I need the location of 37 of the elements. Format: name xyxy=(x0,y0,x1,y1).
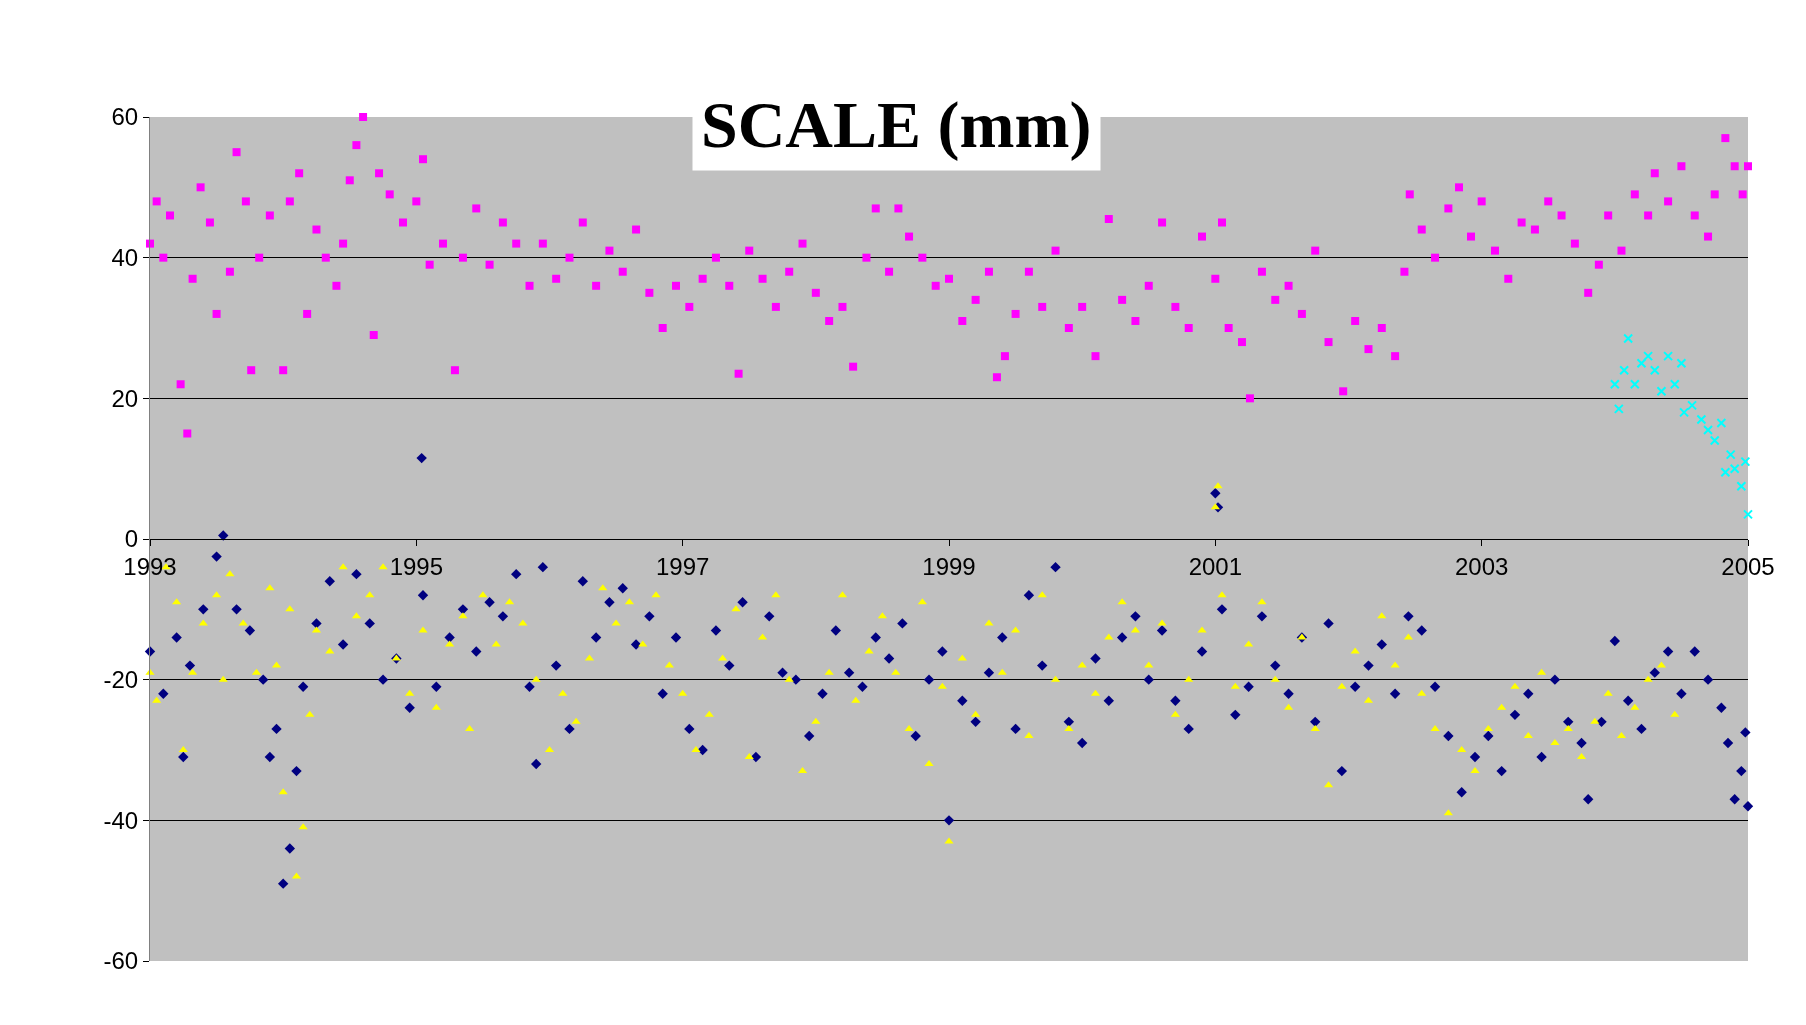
point xyxy=(1687,400,1698,411)
point xyxy=(1725,449,1736,460)
y-tick-label: -60 xyxy=(103,947,139,975)
point xyxy=(1716,417,1727,428)
x-tick-label: 1995 xyxy=(389,552,444,580)
point xyxy=(1703,424,1714,435)
point xyxy=(1643,351,1654,362)
y-tick-label: -40 xyxy=(103,806,139,834)
point xyxy=(1609,379,1620,390)
point xyxy=(1696,414,1707,425)
point xyxy=(1663,351,1674,362)
point xyxy=(1743,509,1753,520)
point xyxy=(1709,435,1720,446)
y-tick-label: -20 xyxy=(103,666,139,694)
point xyxy=(1636,358,1647,369)
y-tick-label: 0 xyxy=(124,525,139,553)
x-tick-label: 2001 xyxy=(1188,552,1243,580)
x-tick-label: 2005 xyxy=(1721,552,1775,580)
point xyxy=(1629,379,1640,390)
x-tick-label: 1997 xyxy=(655,552,710,580)
point xyxy=(1676,358,1687,369)
point xyxy=(1649,365,1660,376)
point xyxy=(1619,365,1630,376)
x-tick-label: 1993 xyxy=(123,552,177,580)
point xyxy=(1656,386,1667,397)
point xyxy=(1679,407,1690,418)
y-tick-label: 20 xyxy=(111,384,139,412)
chart-title: SCALE (mm) xyxy=(701,88,1092,162)
y-tick-label: 40 xyxy=(111,244,139,272)
point xyxy=(1740,456,1751,467)
point xyxy=(1613,403,1624,414)
point xyxy=(1736,481,1747,492)
x-tick-label: 1999 xyxy=(922,552,976,580)
y-tick-label: 60 xyxy=(111,103,139,131)
x-tick-label: 2003 xyxy=(1454,552,1509,580)
point xyxy=(1669,379,1680,390)
point xyxy=(1623,333,1634,344)
